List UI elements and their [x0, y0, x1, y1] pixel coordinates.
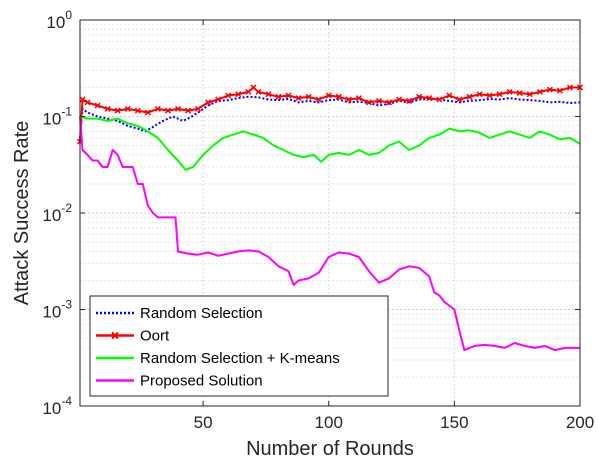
x-tick-label: 150: [440, 413, 468, 432]
data-point-marker: [285, 92, 292, 99]
data-point-marker: [566, 84, 573, 91]
data-point-marker: [516, 90, 523, 97]
data-point-marker: [375, 97, 383, 104]
legend-label-0: Random Selection: [140, 305, 263, 322]
data-point-marker: [215, 96, 222, 103]
series-line-0: [79, 95, 581, 138]
data-point-marker: [315, 96, 322, 103]
legend-label-3: Proposed Solution: [140, 373, 263, 390]
data-point-marker: [164, 107, 171, 114]
y-tick-label: 10-1: [42, 105, 72, 129]
data-point-marker: [225, 92, 232, 99]
data-point-marker: [124, 105, 131, 112]
series-line-3: [79, 116, 580, 352]
data-point-marker: [476, 91, 483, 98]
data-point-marker: [556, 87, 563, 94]
data-point-marker: [396, 96, 403, 103]
x-axis-title: Number of Rounds: [246, 438, 414, 460]
data-point-marker: [255, 88, 262, 95]
data-point-marker: [546, 86, 553, 93]
x-tick-label: 50: [194, 413, 213, 432]
data-point-marker: [466, 93, 473, 100]
data-point-marker: [426, 95, 433, 102]
data-point-marker: [386, 99, 393, 106]
data-point-marker: [446, 92, 453, 99]
x-tick-label: 200: [566, 413, 594, 432]
data-point-marker: [536, 88, 543, 95]
data-point-marker: [104, 105, 111, 112]
data-point-marker: [94, 102, 101, 109]
data-point-marker: [205, 99, 212, 106]
legend-label-1: Oort: [140, 328, 170, 345]
data-point-marker: [114, 107, 121, 114]
legend-box: [89, 295, 389, 397]
data-point-marker: [416, 93, 423, 100]
y-tick-label: 10-4: [42, 394, 72, 418]
data-point-marker: [235, 91, 242, 98]
x-tick-label: 100: [315, 413, 343, 432]
data-point-marker: [295, 95, 302, 102]
data-point-marker: [265, 91, 272, 98]
data-point-marker: [406, 97, 413, 104]
y-tick-label: 10-3: [42, 298, 72, 322]
data-point-marker: [436, 96, 443, 103]
data-point-marker: [174, 105, 182, 112]
data-point-marker: [195, 105, 202, 112]
data-point-marker: [305, 93, 312, 100]
data-point-marker: [79, 96, 86, 103]
series-line-2: [79, 115, 581, 171]
data-point-marker: [335, 93, 342, 100]
y-tick-label: 10-2: [42, 201, 72, 225]
data-point-marker: [496, 91, 503, 98]
y-axis-title: Attack Success Rate: [11, 121, 33, 306]
series-markers-1: [76, 84, 584, 145]
data-point-marker: [275, 93, 282, 100]
data-point-marker: [355, 95, 362, 102]
data-point-marker: [154, 105, 161, 112]
ticks: 50 100 150 200 10-4 10-3 10-2 10-1 100: [42, 8, 594, 432]
data-point-marker: [526, 91, 533, 98]
series-lines: [76, 84, 584, 352]
data-point-marker: [84, 99, 91, 106]
y-tick-label: 100: [46, 8, 72, 32]
data-point-marker: [325, 92, 332, 99]
data-point-marker: [345, 96, 352, 103]
data-point-marker: [456, 96, 463, 103]
data-point-marker: [250, 84, 257, 91]
data-point-marker: [506, 88, 513, 95]
legend: Random Selection Oort Random Selection + K…: [89, 295, 389, 397]
data-point-marker: [365, 99, 372, 106]
data-point-marker: [245, 88, 252, 95]
legend-label-2: Random Selection + K-means: [140, 350, 340, 367]
data-point-marker: [144, 109, 151, 116]
legend-marker: [111, 331, 119, 340]
data-point-marker: [185, 107, 192, 114]
data-point-marker: [486, 92, 493, 99]
data-point-marker: [134, 107, 141, 114]
